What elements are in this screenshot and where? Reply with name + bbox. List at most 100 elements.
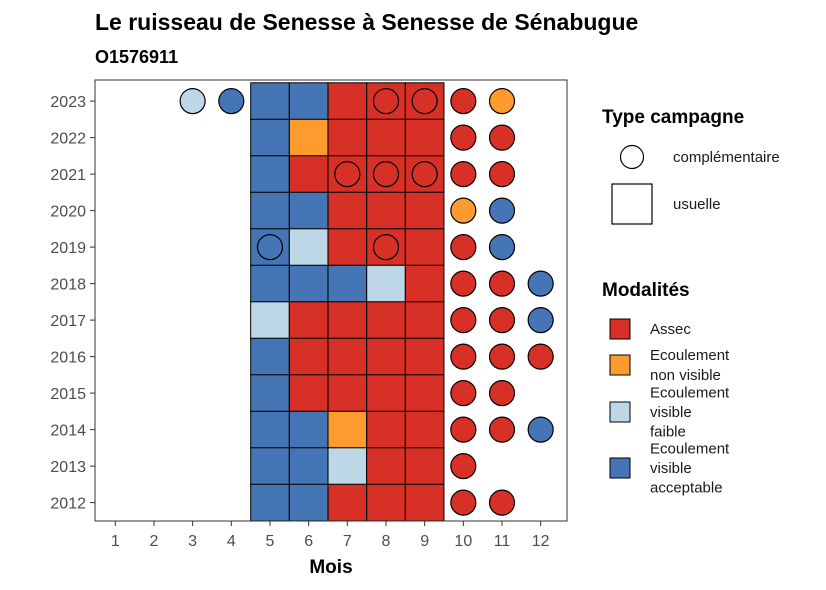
cell-2020-6 [288,191,329,230]
point-2023-11 [488,87,516,115]
cell-2015-5 [250,374,290,412]
y-tick-label: 2018 [50,277,86,294]
point-2014-11 [488,416,516,443]
legend-square-symbol [611,183,653,225]
point-2018-12 [527,270,554,297]
cell-2014-6 [288,410,329,449]
chart-title: Le ruisseau de Senesse à Senesse de Séna… [95,9,638,35]
y-tick-label: 2021 [50,167,86,184]
x-tick-label: 3 [188,533,197,550]
point-2017-10 [450,307,477,334]
point-2019-8 [372,234,400,261]
legend-circle-symbol [619,144,645,170]
point-2012-11 [488,489,516,516]
point-2015-10 [450,380,477,407]
cell-2017-6 [288,301,329,339]
x-tick-label: 1 [111,533,120,550]
point-2016-12 [527,343,554,370]
cell-2016-6 [288,337,329,376]
cell-2013-5 [250,447,290,485]
cell-2022-5 [250,118,290,157]
y-tick-label: 2016 [50,350,86,367]
cell-2022-6 [288,118,329,157]
point-2021-10 [450,161,477,188]
legend-key-V [609,457,631,479]
x-axis-title: Mois [309,557,352,578]
cell-2016-5 [250,337,290,376]
point-2021-9 [411,161,438,188]
cell-2014-7 [327,410,368,449]
x-tick-label: 5 [266,533,275,550]
cell-2016-9 [404,337,445,376]
cell-2022-7 [327,118,368,157]
cell-2019-9 [404,228,445,266]
cell-2018-8 [366,264,406,303]
point-2020-11 [488,197,516,224]
panel-border [94,79,568,522]
legend-key-F [609,401,631,423]
point-2013-10 [450,453,477,480]
point-2023-4 [218,87,245,115]
x-axis: 1 2 3 4 5 6 7 8 9 10 11 12 [111,521,550,550]
y-tick-label: 2017 [50,313,86,330]
y-tick-label: 2019 [50,240,86,257]
point-2018-10 [450,270,477,297]
x-tick-label: 2 [150,533,159,550]
cell-2016-7 [327,337,368,376]
point-2017-11 [488,307,516,334]
point-2019-10 [450,234,477,261]
cell-2017-5 [250,301,290,339]
legend-color-label: Ecoulement non visible [650,347,730,384]
cell-2014-9 [404,410,445,449]
cell-2014-5 [250,410,290,449]
cell-2021-5 [250,155,290,193]
point-2016-11 [488,343,516,370]
y-tick-label: 2022 [50,131,86,148]
x-tick-label: 4 [227,533,236,550]
point-2012-10 [450,489,477,516]
legend-shape-label: complémentaire [673,149,780,166]
legend-modalites-title: Modalités [602,280,690,301]
cell-2014-8 [366,410,406,449]
y-tick-label: 2023 [50,94,86,111]
cell-2022-9 [404,118,445,157]
cell-2017-8 [366,301,406,339]
cell-2021-6 [288,155,329,193]
x-tick-label: 7 [343,533,352,550]
y-tick-label: 2014 [50,423,86,440]
y-axis: 2012 2013 2014 2015 2016 2017 2018 2019 2020 2021… [50,94,95,513]
cell-2012-9 [404,483,445,522]
cell-2020-8 [366,191,406,230]
cell-2020-5 [250,191,290,230]
cell-2013-9 [404,447,445,485]
legend-color-label: Ecoulement visible faible [650,384,730,440]
x-tick-label: 6 [304,533,313,550]
cell-2012-6 [288,483,329,522]
y-tick-label: 2015 [50,386,86,403]
cell-2017-9 [404,301,445,339]
cell-2013-6 [288,447,329,485]
cell-2020-7 [327,191,368,230]
cell-2015-6 [288,374,329,412]
legend-color-label: Ecoulement visible acceptable [650,440,730,496]
point-2019-11 [488,234,516,261]
point-2023-9 [411,87,438,115]
plot-area [179,82,554,522]
point-2022-10 [450,124,477,151]
point-2021-7 [334,161,361,188]
cell-2012-5 [250,483,290,522]
cell-2016-8 [366,337,406,376]
cell-2013-8 [366,447,406,485]
cell-2020-9 [404,191,445,230]
point-2020-10 [450,197,477,224]
point-2014-12 [527,416,554,443]
cell-2019-6 [288,228,329,266]
x-tick-label: 11 [494,533,511,550]
cell-2023-6 [288,82,329,120]
cell-2018-9 [404,264,445,303]
point-2017-12 [527,307,554,334]
point-2023-3 [179,87,206,115]
point-2021-11 [488,161,516,188]
point-2023-8 [372,87,400,115]
